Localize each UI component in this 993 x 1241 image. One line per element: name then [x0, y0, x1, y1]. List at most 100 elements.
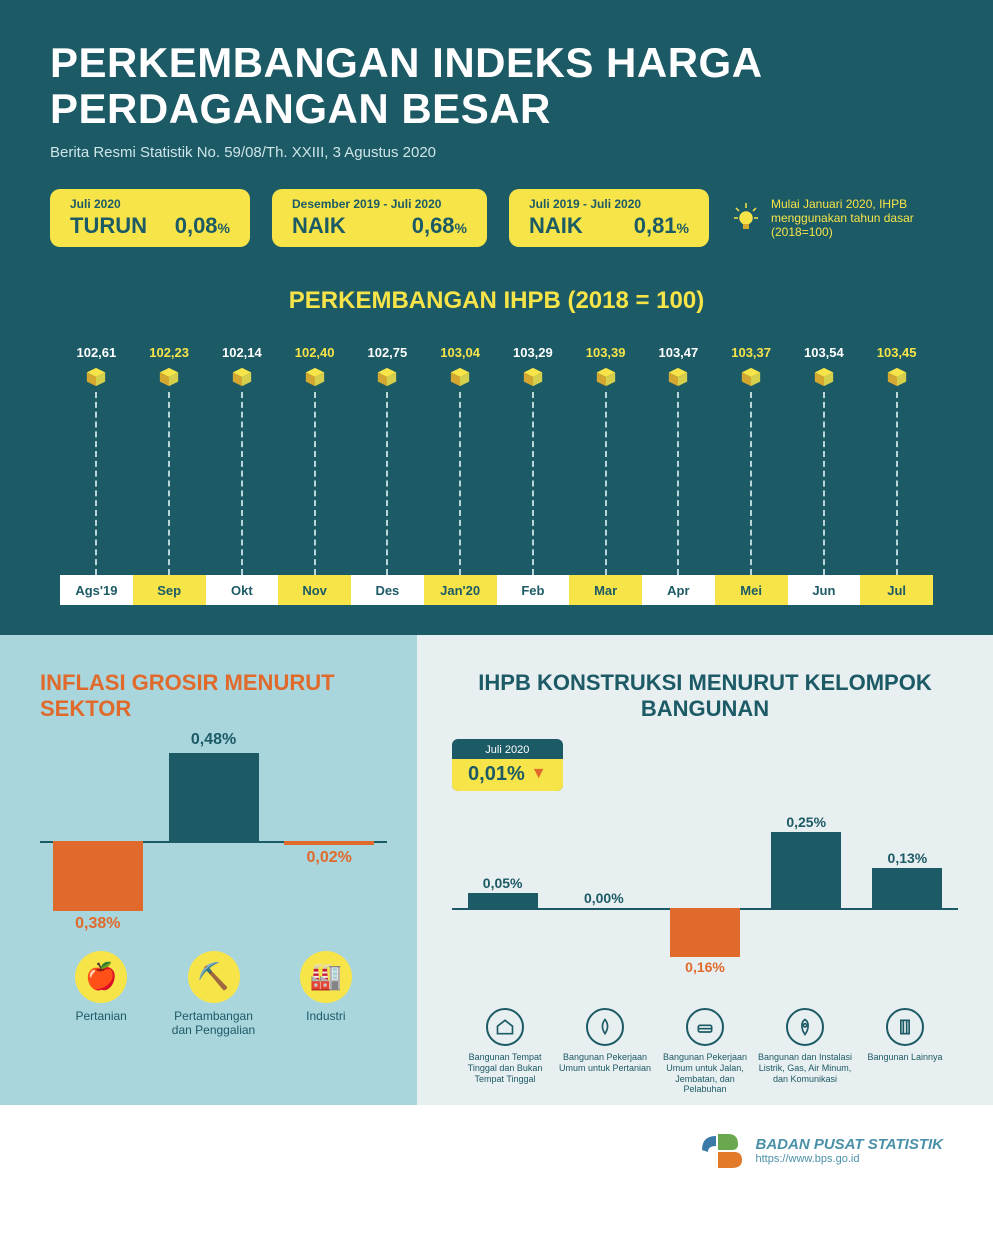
- timeline-label: Jan'20: [424, 575, 497, 605]
- timeline-dash: [823, 392, 825, 575]
- timeline-value: 102,23: [149, 345, 189, 360]
- stat-period: Juli 2020: [70, 197, 230, 211]
- left-panel-title: INFLASI GROSIR MENURUT SEKTOR: [40, 670, 387, 721]
- right-bar: 0,05%: [468, 893, 538, 908]
- timeline-dash: [95, 392, 97, 575]
- timeline-label: Apr: [642, 575, 715, 605]
- header-subtitle: Berita Resmi Statistik No. 59/08/Th. XXI…: [50, 144, 943, 161]
- timeline-dash: [241, 392, 243, 575]
- timeline-label: Feb: [497, 575, 570, 605]
- timeline-label: Mei: [715, 575, 788, 605]
- right-category: Bangunan Tempat Tinggal dan Bukan Tempat…: [457, 1008, 553, 1095]
- timeline-value: 103,37: [731, 345, 771, 360]
- footer-org-name: BADAN PUSAT STATISTIK: [756, 1136, 944, 1153]
- timeline-dash: [386, 392, 388, 575]
- timeline-dash: [677, 392, 679, 575]
- timeline-value: 103,54: [804, 345, 844, 360]
- timeline-label: Jun: [788, 575, 861, 605]
- cube-icon: [740, 366, 762, 388]
- left-category: ⛏️Pertambangan dan Penggalian: [164, 951, 264, 1037]
- stat-period: Desember 2019 - Juli 2020: [292, 197, 467, 211]
- right-panel: IHPB KONSTRUKSI MENURUT KELOMPOK BANGUNA…: [417, 635, 993, 1105]
- right-category: Bangunan dan Instalasi Listrik, Gas, Air…: [757, 1008, 853, 1095]
- timeline-dash: [459, 392, 461, 575]
- footer-org-url: https://www.bps.go.id: [756, 1153, 944, 1165]
- bottom-panels: INFLASI GROSIR MENURUT SEKTOR 0,38% 0,48%…: [0, 635, 993, 1105]
- footer-org: BADAN PUSAT STATISTIK https://www.bps.go…: [756, 1136, 944, 1165]
- left-bar: 0,48%: [169, 753, 259, 841]
- right-bar-label: 0,16%: [670, 959, 740, 975]
- stat-value: 0,08%: [175, 213, 230, 239]
- stat-direction: TURUN: [70, 213, 147, 239]
- category-label: Bangunan dan Instalasi Listrik, Gas, Air…: [757, 1052, 853, 1084]
- timeline-value: 103,45: [877, 345, 917, 360]
- right-bar-chart: 0,05% 0,00% 0,16% 0,25% 0,13%: [452, 818, 958, 998]
- bps-logo-icon: [698, 1130, 744, 1170]
- right-badge-value: 0,01% ▼: [452, 759, 563, 791]
- category-icon: [586, 1008, 624, 1046]
- category-label: Bangunan Pekerjaan Umum untuk Jalan, Jem…: [657, 1052, 753, 1095]
- header: PERKEMBANGAN INDEKS HARGA PERDAGANGAN BE…: [0, 0, 993, 635]
- stat-row: Juli 2020 TURUN 0,08% Desember 2019 - Ju…: [50, 189, 943, 247]
- right-bar: 0,25%: [771, 832, 841, 908]
- timeline-item: 102,14 Okt: [206, 345, 279, 605]
- left-bar-label: 0,38%: [53, 915, 143, 933]
- timeline-value: 102,40: [295, 345, 335, 360]
- category-icon: [886, 1008, 924, 1046]
- timeline-dash: [750, 392, 752, 575]
- header-note: Mulai Januari 2020, IHPB menggunakan tah…: [731, 197, 931, 239]
- left-bar-chart: 0,38%0,48%0,02%: [40, 741, 387, 941]
- right-bar-label: 0,25%: [771, 814, 841, 830]
- timeline-dash: [896, 392, 898, 575]
- category-label: Bangunan Tempat Tinggal dan Bukan Tempat…: [457, 1052, 553, 1084]
- timeline-title: PERKEMBANGAN IHPB (2018 = 100): [50, 287, 943, 315]
- category-icon: ⛏️: [188, 951, 240, 1003]
- timeline-label: Jul: [860, 575, 933, 605]
- cube-icon: [85, 366, 107, 388]
- down-arrow-icon: ▼: [531, 765, 547, 783]
- timeline-item: 102,40 Nov: [278, 345, 351, 605]
- timeline-value: 102,14: [222, 345, 262, 360]
- stat-direction: NAIK: [292, 213, 346, 239]
- right-category: Bangunan Pekerjaan Umum untuk Pertanian: [557, 1008, 653, 1095]
- category-icon: [786, 1008, 824, 1046]
- lightbulb-icon: [731, 200, 761, 236]
- timeline-value: 103,47: [658, 345, 698, 360]
- right-categories: Bangunan Tempat Tinggal dan Bukan Tempat…: [452, 1008, 958, 1095]
- timeline-value: 103,29: [513, 345, 553, 360]
- right-bar: 0,16%: [670, 908, 740, 957]
- timeline-item: 103,47 Apr: [642, 345, 715, 605]
- left-categories: 🍎 Pertanian ⛏️Pertambangan dan Penggalian🏭…: [40, 951, 387, 1037]
- right-panel-title: IHPB KONSTRUKSI MENURUT KELOMPOK BANGUNA…: [452, 670, 958, 721]
- cube-icon: [886, 366, 908, 388]
- cube-icon: [304, 366, 326, 388]
- stat-box: Juli 2019 - Juli 2020 NAIK 0,81%: [509, 189, 709, 247]
- cube-icon: [667, 366, 689, 388]
- stat-value: 0,68%: [412, 213, 467, 239]
- timeline-item: 103,04 Jan'20: [424, 345, 497, 605]
- timeline-label: Sep: [133, 575, 206, 605]
- timeline-item: 102,61 Ags'19: [60, 345, 133, 605]
- right-category: Bangunan Lainnya: [857, 1008, 953, 1095]
- left-category: 🏭Industri: [276, 951, 376, 1037]
- timeline-label: Ags'19: [60, 575, 133, 605]
- timeline-item: 103,29 Feb: [497, 345, 570, 605]
- category-icon: [486, 1008, 524, 1046]
- page-title: PERKEMBANGAN INDEKS HARGA PERDAGANGAN BE…: [50, 40, 943, 132]
- cube-icon: [449, 366, 471, 388]
- cube-icon: [813, 366, 835, 388]
- header-note-text: Mulai Januari 2020, IHPB menggunakan tah…: [771, 197, 931, 239]
- category-label: Pertanian: [51, 1009, 151, 1023]
- timeline-label: Mar: [569, 575, 642, 605]
- timeline-item: 103,54 Jun: [788, 345, 861, 605]
- right-bar-label: 0,00%: [569, 890, 639, 906]
- timeline-dash: [168, 392, 170, 575]
- timeline-label: Des: [351, 575, 424, 605]
- right-badge-value-text: 0,01%: [468, 763, 525, 786]
- right-badge-period: Juli 2020: [452, 739, 563, 759]
- footer: BADAN PUSAT STATISTIK https://www.bps.go…: [0, 1105, 993, 1195]
- right-bar: 0,13%: [872, 868, 942, 908]
- category-icon: 🍎: [75, 951, 127, 1003]
- timeline-value: 102,61: [76, 345, 116, 360]
- timeline-item: 103,39 Mar: [569, 345, 642, 605]
